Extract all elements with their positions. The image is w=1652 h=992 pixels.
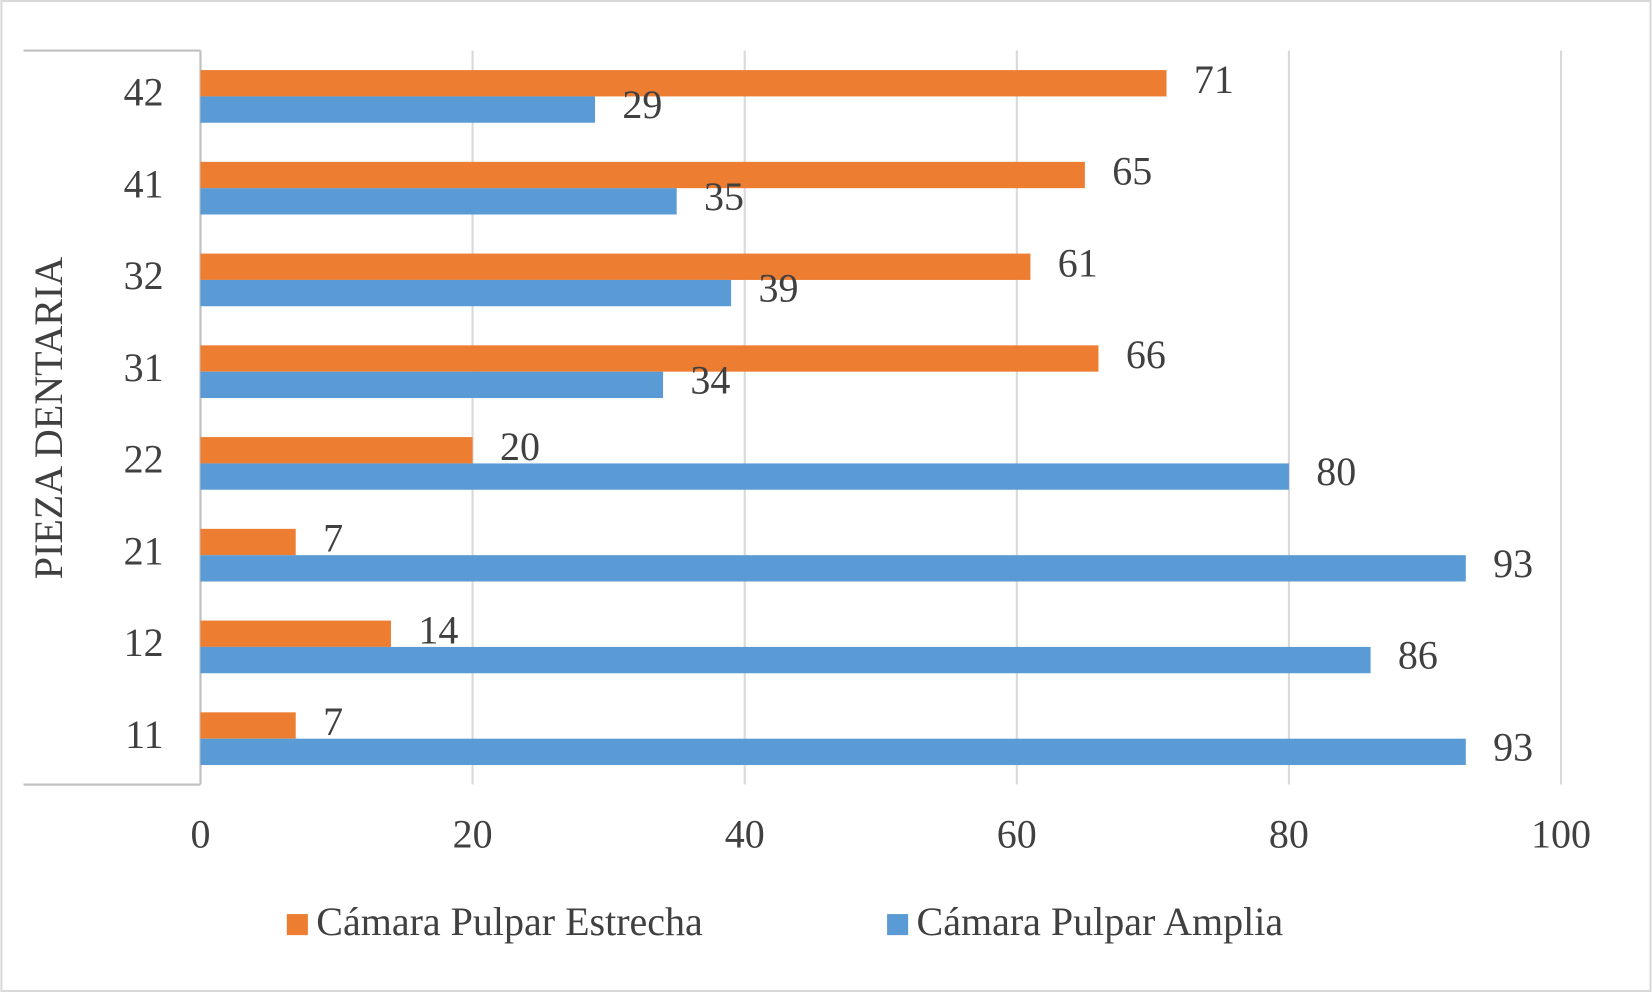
- data-label: 80: [1316, 449, 1356, 494]
- x-tick-label: 80: [1269, 811, 1309, 856]
- data-label: 71: [1194, 57, 1234, 102]
- y-tick-label: 11: [125, 712, 164, 757]
- bar: [200, 712, 296, 739]
- x-tick-label: 100: [1531, 811, 1591, 856]
- bar: [200, 437, 473, 464]
- legend-swatch: [286, 914, 308, 936]
- data-label: 39: [758, 266, 798, 311]
- data-label: 35: [704, 174, 744, 219]
- bar: [200, 345, 1099, 372]
- data-label: 93: [1493, 541, 1533, 586]
- data-label: 86: [1398, 633, 1438, 678]
- bar: [200, 463, 1289, 490]
- x-tick-label: 20: [453, 811, 493, 856]
- y-axis-label: PIEZA DENTARIA: [26, 257, 71, 579]
- legend-label: Cámara Pulpar Amplia: [917, 899, 1284, 944]
- y-tick-label: 42: [124, 70, 164, 115]
- bar: [200, 279, 732, 307]
- bar: [200, 96, 596, 123]
- data-label: 61: [1058, 240, 1098, 285]
- bar: [200, 371, 664, 398]
- legend-label: Cámara Pulpar Estrecha: [316, 899, 703, 944]
- data-label: 66: [1126, 332, 1166, 377]
- data-label: 29: [622, 82, 662, 127]
- data-label: 34: [690, 357, 730, 402]
- bar: [200, 555, 1466, 582]
- y-tick-label: 32: [124, 253, 164, 298]
- bar: [200, 188, 677, 215]
- x-tick-label: 40: [725, 811, 765, 856]
- data-label: 14: [418, 607, 458, 652]
- y-tick-label: 41: [124, 161, 164, 206]
- bar: [200, 646, 1371, 674]
- bar: [200, 738, 1466, 765]
- data-label: 7: [323, 516, 343, 561]
- data-label: 7: [323, 699, 343, 744]
- y-tick-label: 21: [124, 528, 164, 573]
- data-label: 93: [1493, 724, 1533, 769]
- x-tick-label: 60: [997, 811, 1037, 856]
- data-label: 65: [1112, 149, 1152, 194]
- legend-swatch: [887, 914, 909, 936]
- bar: [200, 253, 1031, 280]
- x-tick-label: 0: [190, 811, 210, 856]
- y-tick-label: 12: [124, 620, 164, 665]
- data-label: 20: [500, 424, 540, 469]
- bar: [200, 620, 391, 647]
- bar: [200, 161, 1085, 189]
- bar: [200, 528, 296, 556]
- bar: [200, 70, 1167, 97]
- y-tick-label: 22: [124, 437, 164, 482]
- y-tick-label: 31: [124, 345, 164, 390]
